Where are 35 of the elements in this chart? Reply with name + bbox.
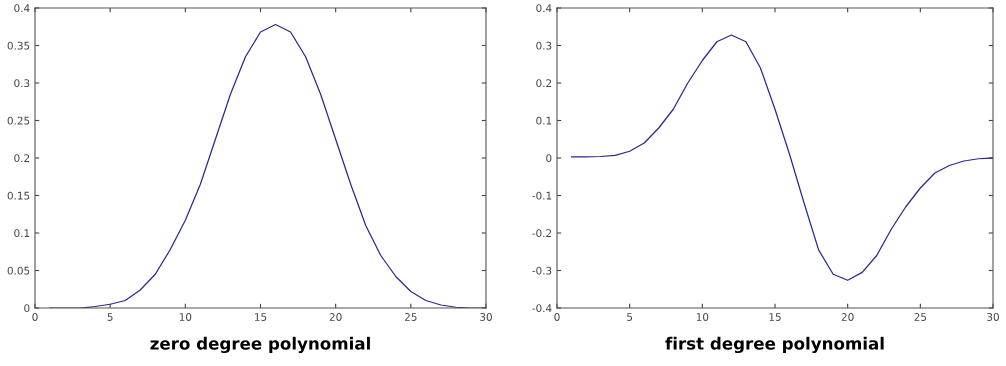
x-tick-label: 30: [480, 313, 492, 321]
x-tick-label: 10: [179, 313, 192, 321]
y-tick-label: 0.2: [14, 154, 30, 163]
y-tick-label: 0.25: [7, 116, 30, 125]
x-tick-label: 25: [404, 313, 417, 321]
y-tick-label: -0.2: [532, 229, 552, 238]
line-series: [570, 34, 993, 281]
x-axis-title: zero degree polynomial: [150, 336, 370, 354]
x-tick-label: 25: [914, 313, 927, 321]
x-axis-title: first degree polynomial: [665, 336, 884, 354]
y-tick-label: -0.1: [532, 191, 552, 200]
y-tick-label: 0: [24, 304, 30, 313]
y-tick-label: 0.1: [14, 229, 30, 238]
y-tick-label: 0.4: [536, 4, 552, 13]
x-tick-label: 15: [255, 313, 267, 321]
y-tick-label: 0: [546, 154, 552, 163]
x-tick-label: 30: [987, 313, 999, 321]
y-tick-label: 0.2: [536, 79, 552, 88]
y-tick-label: 0.4: [14, 4, 30, 13]
y-tick-label: 0.05: [7, 266, 30, 275]
x-tick-label: 20: [329, 313, 342, 321]
y-tick-label: 0.15: [7, 191, 30, 200]
y-tick-label: 0.3: [14, 79, 30, 88]
y-tick-label: -0.3: [532, 266, 552, 275]
x-tick-label: 0: [32, 313, 38, 321]
x-tick-label: 15: [769, 313, 781, 321]
y-tick-label: 0.3: [536, 41, 552, 50]
y-tick-label: -0.4: [532, 304, 552, 313]
x-tick-label: 0: [554, 313, 560, 321]
x-tick-label: 20: [841, 313, 854, 321]
x-tick-label: 10: [696, 313, 709, 321]
x-tick-label: 5: [627, 313, 633, 321]
x-tick-label: 5: [107, 313, 113, 321]
y-tick-label: 0.35: [7, 41, 30, 50]
y-tick-label: 0.1: [536, 116, 552, 125]
